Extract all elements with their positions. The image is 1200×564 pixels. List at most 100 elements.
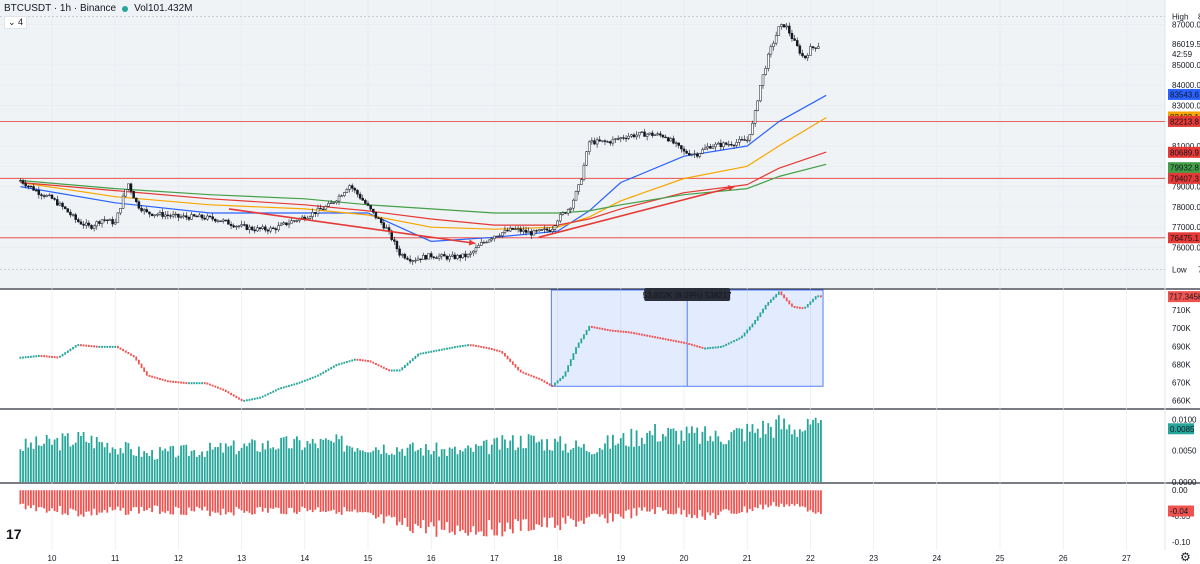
candle-body xyxy=(498,235,501,237)
candle-body xyxy=(337,195,341,202)
indicator-bar xyxy=(332,365,335,368)
histogram-positive-bar xyxy=(253,440,256,482)
candle-body xyxy=(635,134,638,138)
candle-body xyxy=(643,131,646,137)
candle-body xyxy=(187,217,191,220)
histogram-negative-bar xyxy=(401,490,404,525)
histogram-positive-bar xyxy=(69,446,72,482)
gear-icon[interactable]: ⚙ xyxy=(1180,550,1191,564)
indicator-bar xyxy=(440,348,443,351)
indicator-bar xyxy=(533,375,535,378)
histogram-negative-bar xyxy=(530,490,533,531)
candle-body xyxy=(685,150,688,154)
indicator-bar xyxy=(164,379,167,382)
indicator-bar xyxy=(293,383,296,386)
indicator-bar xyxy=(177,381,180,384)
candle-body xyxy=(519,228,522,232)
indicator-tick-label: 690K xyxy=(1172,342,1191,351)
collapse-indicators-button[interactable]: ⌄ 4 xyxy=(4,16,28,29)
histogram-positive-bar xyxy=(214,447,217,482)
histogram-negative-bar xyxy=(301,490,304,507)
histogram-negative-bar xyxy=(190,490,193,511)
histogram-negative-bar xyxy=(264,490,267,509)
indicator-bar xyxy=(540,378,543,382)
histogram-positive-bar xyxy=(217,447,219,482)
histogram-negative-bar xyxy=(770,490,772,506)
histogram-negative-bar xyxy=(174,490,177,507)
histogram-negative-bar xyxy=(735,490,738,514)
indicator-bar xyxy=(601,327,604,330)
indicator-bar xyxy=(130,353,132,356)
candle-body xyxy=(432,256,436,259)
indicator-bar xyxy=(625,331,627,334)
histogram-positive-bar xyxy=(812,419,814,482)
histogram-positive-bar xyxy=(488,454,491,482)
candle-body xyxy=(769,46,773,55)
candle-body xyxy=(116,212,120,223)
candle-body xyxy=(195,215,199,218)
histogram-negative-bar xyxy=(153,490,156,506)
histogram-positive-bar xyxy=(40,445,43,482)
histogram-negative-bar xyxy=(785,490,788,505)
indicator-bar xyxy=(662,337,664,340)
candle-body xyxy=(738,139,741,143)
indicator-bar xyxy=(791,303,793,307)
candle-body xyxy=(343,192,346,197)
candle-body xyxy=(424,255,428,260)
candle-body xyxy=(777,26,781,36)
histogram-negative-bar xyxy=(82,490,85,517)
indicator-bar xyxy=(69,348,72,352)
candle-body xyxy=(145,209,149,213)
indicator-bar xyxy=(298,381,301,384)
histogram-positive-bar xyxy=(369,452,372,482)
histogram-negative-bar xyxy=(812,490,814,513)
histogram-negative-bar xyxy=(614,490,617,514)
tradingview-logo-icon[interactable]: 17 xyxy=(6,526,22,542)
histogram-negative-bar xyxy=(548,490,551,519)
histogram-negative-bar xyxy=(504,490,506,532)
candle-body xyxy=(235,225,238,228)
histogram-negative-bar xyxy=(751,490,754,512)
histogram-negative-bar xyxy=(243,490,246,513)
indicator-bar xyxy=(245,399,248,402)
candle-body xyxy=(406,257,409,260)
histogram-negative-bar xyxy=(148,490,151,509)
price-badge xyxy=(1168,232,1200,244)
candle-body xyxy=(490,238,494,241)
histogram-negative-bar xyxy=(814,490,817,514)
symbol-title[interactable]: BTCUSDT · 1h · Binance xyxy=(4,3,117,14)
histogram-negative-bar xyxy=(535,490,538,525)
candle-body xyxy=(661,134,665,138)
indicator-bar xyxy=(593,326,596,329)
histogram-positive-bar xyxy=(680,430,683,482)
histogram-negative-bar xyxy=(564,490,567,524)
candle-body xyxy=(140,207,143,212)
indicator-bar xyxy=(406,362,409,366)
time-tick-label: 14 xyxy=(300,554,309,563)
histogram-positive-bar xyxy=(664,436,667,482)
histogram-positive-bar xyxy=(145,453,148,482)
histogram-negative-bar xyxy=(601,490,604,515)
indicator-bar xyxy=(322,371,325,374)
histogram-positive-bar xyxy=(425,444,427,482)
histogram-positive-bar xyxy=(227,446,230,482)
candle-body xyxy=(214,218,217,222)
histogram-negative-bar xyxy=(764,490,767,505)
histogram-negative-bar xyxy=(111,490,114,511)
indicator-bar xyxy=(627,331,630,334)
indicator-bar xyxy=(635,332,638,335)
candle-body xyxy=(203,217,206,220)
histogram-positive-bar xyxy=(203,457,206,482)
histogram-negative-bar xyxy=(514,490,517,520)
histogram-negative-bar xyxy=(188,490,190,508)
histogram-negative-bar xyxy=(74,490,77,511)
histogram-positive-bar xyxy=(501,435,504,482)
histogram-positive-bar xyxy=(53,439,56,482)
indicator-bar xyxy=(53,356,56,359)
indicator-bar xyxy=(309,377,311,380)
candle-body xyxy=(71,214,75,216)
histogram-negative-bar xyxy=(633,490,635,509)
candle-body xyxy=(506,229,509,232)
histogram-negative-bar xyxy=(425,490,427,534)
